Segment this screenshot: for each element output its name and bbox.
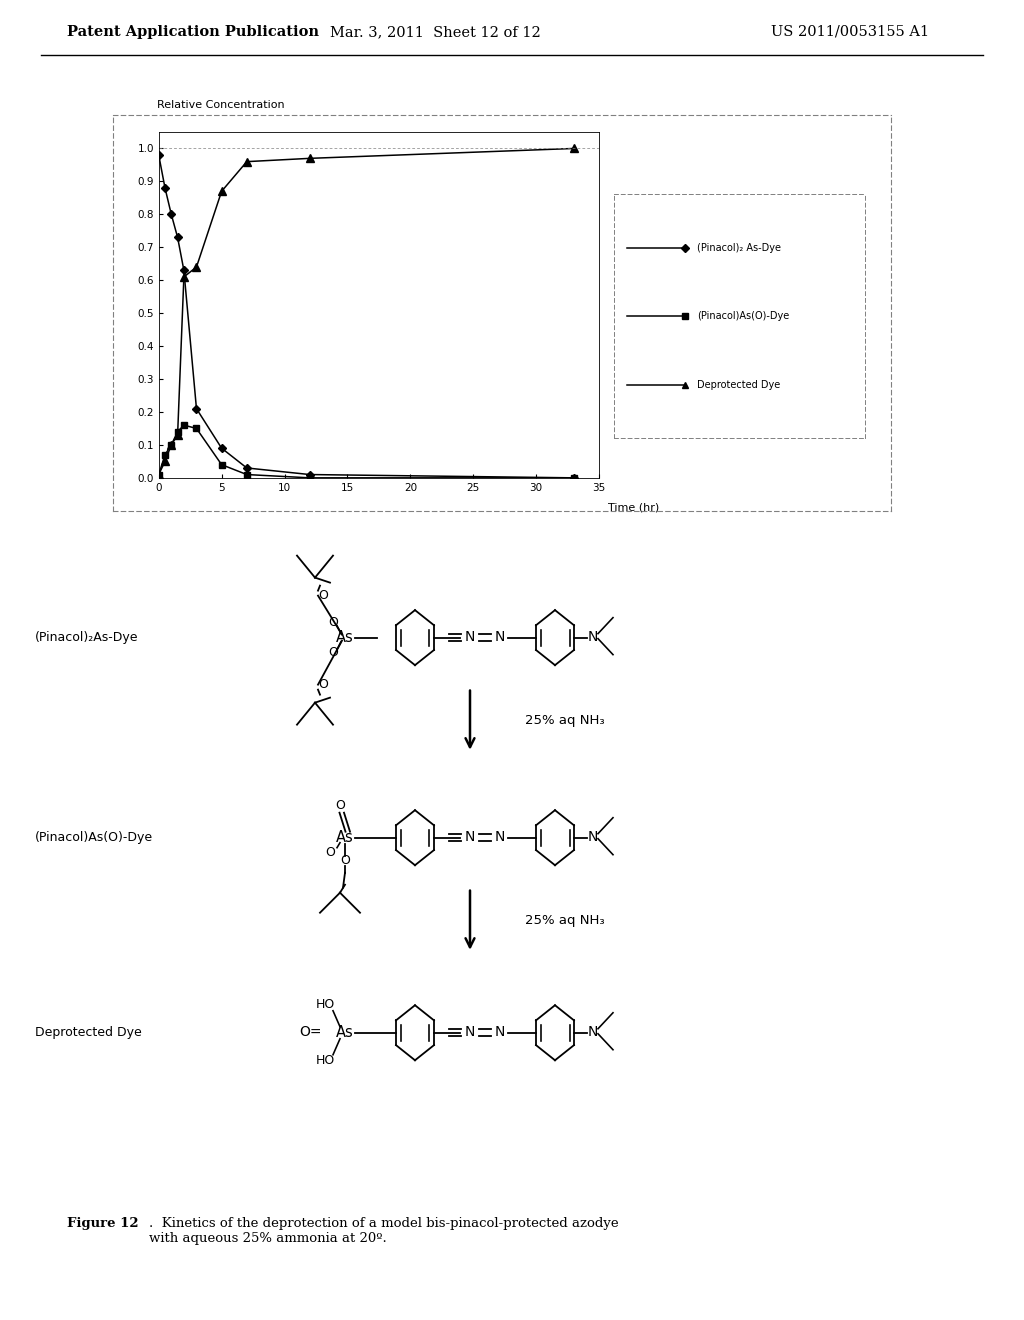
Text: N: N bbox=[495, 1024, 505, 1039]
Deprotected Dye bbox=[241, 153, 253, 169]
Text: As: As bbox=[336, 630, 354, 645]
(Pinacol)₂ As-Dye bbox=[171, 230, 183, 246]
Text: Time (hr): Time (hr) bbox=[608, 502, 659, 512]
Deprotected Dye bbox=[190, 259, 203, 275]
Deprotected Dye bbox=[567, 140, 580, 156]
Text: As: As bbox=[336, 830, 354, 845]
Text: N: N bbox=[465, 1024, 475, 1039]
Text: Deprotected Dye: Deprotected Dye bbox=[35, 1026, 141, 1039]
(Pinacol)₂ As-Dye bbox=[241, 461, 253, 477]
Text: N: N bbox=[465, 630, 475, 644]
Text: N: N bbox=[465, 830, 475, 843]
(Pinacol)₂ As-Dye bbox=[303, 467, 315, 483]
(Pinacol)₂ As-Dye bbox=[159, 180, 171, 195]
Line: (Pinacol)As(O)-Dye: (Pinacol)As(O)-Dye bbox=[156, 422, 577, 480]
Text: 25% aq NH₃: 25% aq NH₃ bbox=[525, 714, 604, 727]
Text: (Pinacol)₂As-Dye: (Pinacol)₂As-Dye bbox=[35, 631, 138, 644]
(Pinacol)₂ As-Dye bbox=[215, 441, 227, 457]
Text: O: O bbox=[328, 616, 338, 630]
Text: Mar. 3, 2011  Sheet 12 of 12: Mar. 3, 2011 Sheet 12 of 12 bbox=[330, 25, 541, 38]
Text: As: As bbox=[336, 1026, 354, 1040]
Line: Deprotected Dye: Deprotected Dye bbox=[155, 145, 578, 478]
Text: O: O bbox=[318, 678, 328, 692]
Text: 25% aq NH₃: 25% aq NH₃ bbox=[525, 913, 604, 927]
Text: O: O bbox=[335, 799, 345, 812]
(Pinacol)₂ As-Dye bbox=[178, 263, 190, 279]
Text: Relative Concentration: Relative Concentration bbox=[157, 99, 284, 110]
Text: HO: HO bbox=[315, 998, 335, 1011]
(Pinacol)As(O)-Dye bbox=[165, 437, 177, 453]
Text: N: N bbox=[495, 830, 505, 843]
Deprotected Dye bbox=[303, 150, 315, 166]
Text: (Pinacol)As(O)-Dye: (Pinacol)As(O)-Dye bbox=[697, 312, 790, 321]
Text: N: N bbox=[495, 630, 505, 644]
Text: O: O bbox=[318, 589, 328, 602]
Deprotected Dye bbox=[159, 454, 171, 470]
Deprotected Dye bbox=[215, 183, 227, 199]
Text: N: N bbox=[588, 630, 598, 644]
Text: (Pinacol)₂ As-Dye: (Pinacol)₂ As-Dye bbox=[697, 243, 781, 252]
(Pinacol)₂ As-Dye bbox=[165, 206, 177, 222]
Text: N: N bbox=[588, 1024, 598, 1039]
(Pinacol)₂ As-Dye bbox=[190, 401, 203, 417]
Text: HO: HO bbox=[315, 1055, 335, 1068]
(Pinacol)₂ As-Dye bbox=[567, 470, 580, 486]
Text: O: O bbox=[325, 846, 335, 859]
(Pinacol)As(O)-Dye bbox=[159, 447, 171, 463]
(Pinacol)As(O)-Dye bbox=[190, 421, 203, 437]
(Pinacol)As(O)-Dye bbox=[215, 457, 227, 473]
Deprotected Dye bbox=[153, 467, 165, 483]
Text: Patent Application Publication: Patent Application Publication bbox=[67, 25, 318, 38]
Deprotected Dye bbox=[178, 269, 190, 285]
Text: US 2011/0053155 A1: US 2011/0053155 A1 bbox=[771, 25, 929, 38]
(Pinacol)As(O)-Dye bbox=[153, 467, 165, 483]
Text: (Pinacol)As(O)-Dye: (Pinacol)As(O)-Dye bbox=[35, 832, 154, 845]
Text: N: N bbox=[588, 830, 598, 843]
Text: O: O bbox=[340, 854, 350, 867]
(Pinacol)As(O)-Dye bbox=[303, 470, 315, 486]
(Pinacol)As(O)-Dye bbox=[241, 467, 253, 483]
Text: .  Kinetics of the deprotection of a model bis-pinacol-protected azodye
with aqu: . Kinetics of the deprotection of a mode… bbox=[150, 1217, 620, 1245]
Text: O=: O= bbox=[299, 1024, 322, 1039]
(Pinacol)As(O)-Dye bbox=[178, 417, 190, 433]
Line: (Pinacol)₂ As-Dye: (Pinacol)₂ As-Dye bbox=[156, 152, 577, 480]
Deprotected Dye bbox=[165, 437, 177, 453]
(Pinacol)As(O)-Dye bbox=[567, 470, 580, 486]
Text: O: O bbox=[328, 647, 338, 659]
Deprotected Dye bbox=[171, 428, 183, 444]
(Pinacol)₂ As-Dye bbox=[153, 147, 165, 162]
Text: Figure 12: Figure 12 bbox=[67, 1217, 138, 1230]
Text: Deprotected Dye: Deprotected Dye bbox=[697, 380, 780, 389]
(Pinacol)As(O)-Dye bbox=[171, 424, 183, 440]
